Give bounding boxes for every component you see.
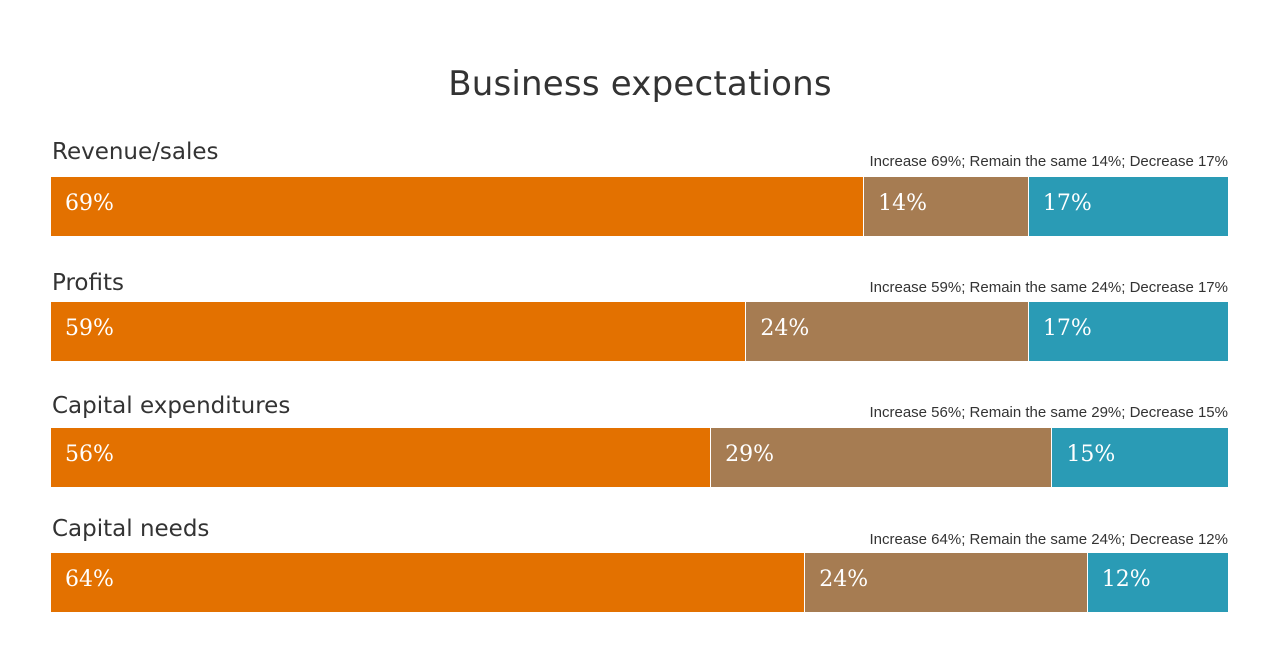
data-label: 14% — [878, 191, 928, 216]
data-label: 59% — [65, 316, 114, 341]
bar-segment-decrease-capital-needs: 12% — [1086, 553, 1228, 612]
category-label-capital-expenditures: Capital expenditures — [52, 393, 291, 419]
row-summary-capital-needs: Increase 64%; Remain the same 24%; Decre… — [869, 531, 1228, 548]
bar-segment-remain-the-same-capital-expenditures: 29% — [710, 428, 1052, 487]
bar-segment-increase-capital-expenditures: 56% — [51, 428, 711, 487]
row-summary-revenue-sales: Increase 69%; Remain the same 14%; Decre… — [869, 153, 1228, 170]
bar-revenue-sales: 69% 14% 17% — [51, 177, 1228, 236]
bar-segment-increase-profits: 59% — [51, 302, 746, 361]
bar-segment-remain-the-same-capital-needs: 24% — [804, 553, 1087, 612]
data-label: 24% — [760, 316, 810, 341]
chart-title: Business expectations — [448, 64, 832, 104]
data-label: 12% — [1101, 567, 1151, 592]
bar-profits: 59% 24% 17% — [51, 302, 1228, 361]
data-label: 24% — [819, 567, 869, 592]
bar-segment-decrease-profits: 17% — [1027, 302, 1228, 361]
bar-capital-expenditures: 56% 29% 15% — [51, 428, 1228, 487]
data-label: 17% — [1042, 191, 1092, 216]
data-label: 56% — [65, 442, 114, 467]
data-label: 17% — [1042, 316, 1092, 341]
bar-segment-remain-the-same-profits: 24% — [745, 302, 1028, 361]
data-label: 29% — [725, 442, 775, 467]
category-label-revenue-sales: Revenue/sales — [52, 139, 219, 165]
data-label: 15% — [1066, 442, 1116, 467]
bar-segment-decrease-revenue-sales: 17% — [1027, 177, 1228, 236]
bar-segment-increase-capital-needs: 64% — [51, 553, 805, 612]
bar-segment-decrease-capital-expenditures: 15% — [1051, 428, 1228, 487]
data-label: 64% — [65, 567, 114, 592]
bar-segment-remain-the-same-revenue-sales: 14% — [863, 177, 1028, 236]
data-label: 69% — [65, 191, 114, 216]
bar-capital-needs: 64% 24% 12% — [51, 553, 1228, 612]
row-summary-profits: Increase 59%; Remain the same 24%; Decre… — [869, 279, 1228, 296]
category-label-profits: Profits — [52, 270, 124, 296]
row-summary-capital-expenditures: Increase 56%; Remain the same 29%; Decre… — [869, 404, 1228, 421]
bar-segment-increase-revenue-sales: 69% — [51, 177, 864, 236]
category-label-capital-needs: Capital needs — [52, 516, 210, 542]
